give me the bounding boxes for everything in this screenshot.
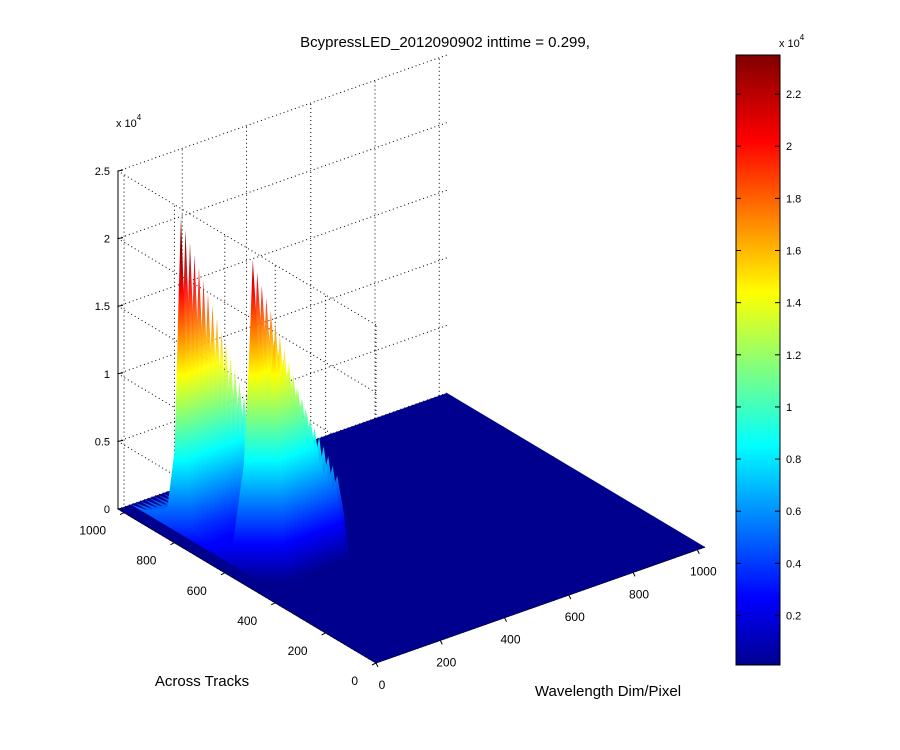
z-tick-mark [117,372,124,375]
colorbar-tick-label: 1.4 [786,298,801,310]
z-tick-label: 1.5 [95,301,110,313]
colorbar-tick-label: 0.4 [786,558,801,570]
y-tick-mark [371,662,377,666]
z-tick-mark [117,507,124,510]
x-tick-mark [375,662,379,668]
colorbar-ticks: 0.2 0.4 0.6 0.8 1 1.2 1.4 1.6 1.8 2 2.2 [736,89,801,622]
z-tick-label: 0 [104,504,110,516]
x-tick-mark [504,617,507,622]
z-tick-label: 0.5 [95,436,110,448]
z-tick-label: 1 [104,369,110,381]
x-tick-mark [439,640,443,645]
z-tick-mark [117,237,124,240]
y-ticks: 0 200 400 600 800 1000 [79,512,377,688]
x-tick-label: 600 [565,610,585,624]
grid-z-line [116,122,448,394]
x-tick-label: 400 [501,633,521,647]
y-tick-label: 200 [288,644,308,658]
y-tick-mark [170,542,175,546]
y-axis-label: Across Tracks [155,673,249,690]
z-tick-mark [117,439,124,442]
x-tick-label: 0 [379,678,386,692]
colorbar-tick-label: 1.2 [786,350,801,362]
surface-ridge [130,216,452,659]
colorbar-tick-label: 1.8 [786,193,801,205]
colorbar-tick-label: 0.6 [786,506,801,518]
grid-z-line [116,54,448,326]
x-ticks: 0 200 400 600 800 1000 [375,549,717,692]
z-multiplier-base: x 10 [116,118,137,130]
ridge-layer [130,216,389,659]
z-tick-label: 2 [104,234,110,246]
x-axis-label: Wavelength Dim/Pixel [535,683,681,700]
colorbar [735,54,781,666]
y-tick-label: 600 [187,584,207,598]
z-multiplier-exp: 4 [137,113,142,122]
colorbar-multiplier: x 104 [779,33,805,50]
x-tick-label: 1000 [690,565,717,579]
y-tick-label: 800 [136,554,156,568]
z-tick-label: 2.5 [95,166,110,178]
x-tick-mark [568,594,572,600]
colorbar-multiplier-base: x 10 [779,38,800,50]
x-tick-mark [696,549,700,554]
y-tick-mark [321,632,326,636]
x-tick-label: 800 [629,587,649,601]
y-tick-mark [119,512,125,516]
colorbar-tick-label: 1.6 [786,246,801,258]
x-tick-label: 200 [436,655,456,669]
chart-title: BcypressLED_2012090902 inttime = 0.299, [300,34,590,51]
y-tick-mark [270,602,276,606]
y-tick-label: 400 [237,614,257,628]
colorbar-tick-label: 0.8 [786,454,801,466]
z-tick-mark [117,169,124,172]
y-tick-label: 1000 [79,524,106,538]
z-multiplier: x 104 [116,113,142,130]
x-tick-mark [632,572,636,577]
colorbar-multiplier-exp: 4 [800,33,805,42]
colorbar-tick-label: 2 [786,141,792,153]
y-tick-label: 0 [351,674,358,688]
y-tick-mark [220,572,226,576]
z-ticks: 0 0.5 1 1.5 2 2.5 [95,166,124,516]
colorbar-tick-label: 2.2 [786,89,801,101]
colorbar-tick-label: 1 [786,402,792,414]
z-tick-mark [117,304,124,307]
colorbar-tick-label: 0.2 [786,610,801,622]
